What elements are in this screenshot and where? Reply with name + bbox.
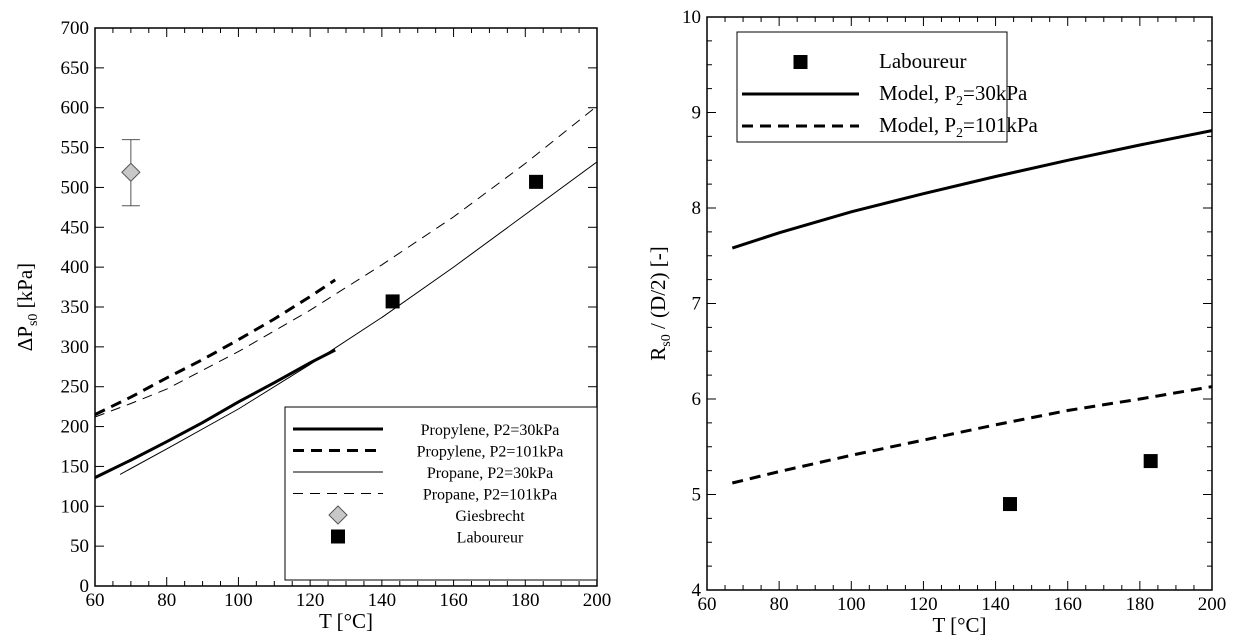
series-4-point: [121, 162, 141, 182]
left-chart: 60 80 100 120 140 160 180 200 0 50 100 150 200 250 300…: [13, 18, 611, 633]
x-tick-label: 200: [1198, 594, 1227, 615]
legend-label: Laboureur: [879, 49, 966, 73]
y-tick-label: 10: [682, 7, 701, 28]
legend-label: Propane, P2=30kPa: [427, 465, 553, 482]
legend-label: Propane, P2=101kPa: [423, 487, 557, 504]
right-chart: 60 80 100 120 140 160 180 200 4 5 6 7 8 9 10 T [°C] Rs0 …: [646, 7, 1226, 637]
legend-label: Model, P2=101kPa: [879, 113, 1039, 141]
y-tick-label: 100: [61, 496, 90, 517]
x-axis-title: T [°C]: [932, 613, 986, 637]
x-tick-label: 180: [1126, 594, 1155, 615]
series-0-line: [95, 348, 336, 479]
legend-symbol: [331, 529, 345, 544]
series-2-line: [731, 385, 1212, 485]
y-tick-label: 700: [61, 18, 90, 39]
y-tick-label: 250: [61, 377, 90, 398]
x-tick-label: 100: [224, 590, 253, 611]
x-tick-label: 200: [583, 590, 612, 611]
y-tick-label: 550: [61, 138, 90, 159]
legend-symbol: [328, 505, 348, 525]
y-tick-label: 150: [61, 456, 90, 477]
x-tick-label: 80: [770, 594, 789, 615]
legend: Propylene, P2=30kPa Propylene, P2=101kPa P…: [284, 406, 598, 581]
legend-label: Propylene, P2=30kPa: [421, 422, 560, 439]
y-tick-label: 5: [692, 485, 702, 506]
x-tick-label: 160: [439, 590, 468, 611]
legend-symbol: [793, 55, 808, 69]
x-tick-label: 180: [511, 590, 540, 611]
legend-label: Propylene, P2=101kPa: [417, 444, 564, 461]
y-tick-label: 4: [692, 580, 702, 601]
x-tick-label: 120: [296, 590, 325, 611]
series-0-point: [1143, 454, 1158, 469]
x-tick-label: 60: [698, 594, 717, 615]
y-tick-label: 350: [61, 297, 90, 318]
legend-label: Laboureur: [457, 530, 524, 547]
y-tick-label: 300: [61, 337, 90, 358]
legend-label: Model, P2=30kPa: [879, 81, 1028, 109]
series-1-line: [731, 129, 1212, 250]
y-tick-label: 7: [692, 294, 702, 315]
y-tick-label: 500: [61, 177, 90, 198]
plot-area: [731, 129, 1212, 512]
y-tick-label: 600: [61, 98, 90, 119]
plot-area: [95, 105, 597, 479]
x-tick-label: 100: [837, 594, 866, 615]
legend: Laboureur Model, P2=30kPa Model, P2=101kPa: [736, 31, 1039, 143]
y-axis-title: ΔPs0 [kPa]: [13, 263, 41, 351]
series-5-point: [385, 294, 400, 309]
y-tick-label: 0: [80, 576, 90, 597]
series-1-line: [95, 278, 337, 416]
series-0-point: [1003, 497, 1017, 512]
y-tick-label: 9: [692, 103, 702, 124]
y-tick-label: 650: [61, 58, 90, 79]
y-tick-label: 8: [692, 198, 702, 219]
y-tick-label: 50: [70, 536, 89, 557]
y-tick-label: 450: [61, 217, 90, 238]
y-tick-label: 6: [692, 389, 702, 410]
legend-box: [736, 31, 1008, 143]
series-2-line: [119, 161, 597, 475]
x-axis-title: T [°C]: [319, 609, 373, 633]
x-tick-label: 140: [368, 590, 397, 611]
series-5-point: [529, 174, 544, 189]
y-axis-title: Rs0 / (D/2) [-]: [646, 246, 674, 361]
x-tick-label: 80: [157, 590, 176, 611]
x-tick-label: 160: [1053, 594, 1082, 615]
x-tick-label: 120: [909, 594, 938, 615]
series-3-line: [95, 105, 597, 418]
y-tick-label: 200: [61, 417, 90, 438]
x-tick-label: 140: [981, 594, 1010, 615]
y-tick-label: 400: [61, 257, 90, 278]
legend-label: Giesbrecht: [455, 508, 525, 525]
x-tick-label: 60: [86, 590, 105, 611]
